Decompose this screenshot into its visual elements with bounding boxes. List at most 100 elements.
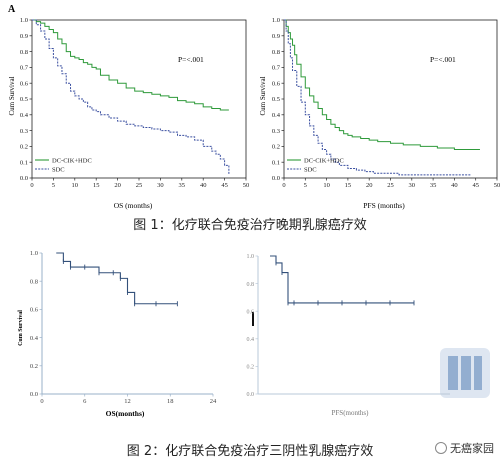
y-tick-label: 0.5	[20, 96, 28, 103]
tnbc-pfs-ylabel-mark	[252, 312, 254, 326]
x-tick-label: 20	[114, 182, 121, 189]
y-tick-label: 1.0	[20, 17, 28, 24]
tnbc-pfs-xlabel: PFS(months)	[332, 409, 370, 417]
x-tick-label: 10	[72, 182, 79, 189]
legend-label: DC-CIK+HDC	[52, 158, 92, 165]
y-tick-label: 0.1	[272, 159, 280, 166]
x-tick-label: 5	[304, 182, 307, 189]
legend-label: SDC	[304, 167, 317, 174]
figure-2-svg: Cum Survival OS(months) PFS(months) 0.00…	[18, 250, 490, 418]
pfs-ylabel: Cum Survival	[259, 76, 267, 115]
series-line-dc-cik-hdc	[32, 19, 229, 111]
figure-1-svg: A Cum Survival OS (months) P=<.001 Cum S…	[8, 4, 500, 210]
y-tick-label: 0.4	[272, 112, 281, 119]
y-tick-label: 0.5	[272, 96, 280, 103]
x-tick-label: 30	[409, 182, 416, 189]
series-line-km	[56, 252, 178, 305]
pfs-xlabel: PFS (months)	[363, 201, 405, 210]
x-tick-label: 45	[221, 182, 228, 189]
watermark-text: 无癌家园	[450, 442, 494, 455]
x-tick-label: 5	[52, 182, 55, 189]
x-tick-label: 15	[345, 182, 352, 189]
x-tick-label: 12	[124, 398, 131, 405]
x-tick-label: 30	[157, 182, 164, 189]
y-tick-label: 0.2	[272, 144, 280, 151]
y-tick-label: 1.0	[272, 17, 280, 24]
chart-4: 0.0 0.2 0.4 0.6 0.8 1.0	[247, 254, 450, 398]
tnbc-os-xlabel: OS(months)	[106, 409, 145, 418]
y-tick-label: 1.0	[30, 250, 38, 257]
y-tick-label: 0.8	[30, 278, 38, 285]
x-tick-label: 35	[179, 182, 186, 189]
x-tick-label: 20	[366, 182, 373, 189]
tnbc-os-ylabel: Cum Survival	[18, 310, 24, 346]
os-xlabel: OS (months)	[114, 201, 153, 210]
x-tick-label: 10	[323, 182, 330, 189]
y-tick-label: 0.6	[30, 307, 39, 314]
watermark-icon	[435, 442, 447, 454]
x-tick-label: 6	[83, 398, 87, 405]
chart-3: 0.0 0.2 0.4 0.6 0.8 1.0 0 6 12 18 24	[30, 250, 217, 405]
y-tick-label: 0.2	[20, 144, 28, 151]
x-tick-label: 24	[210, 398, 217, 405]
os-pvalue: P=<.001	[178, 55, 204, 64]
figure-2-caption: 图 2：化疗联合免疫治疗三阴性乳腺癌疗效	[126, 444, 374, 459]
x-tick-label: 15	[93, 182, 100, 189]
y-tick-label: 0.3	[20, 128, 28, 135]
y-tick-label: 0.7	[20, 65, 29, 72]
tnbc-pfs-chart: PFS(months)	[252, 312, 369, 417]
watermark: 无癌家园	[435, 440, 494, 456]
y-tick-label: 1.0	[247, 254, 255, 260]
series-line-sdc	[32, 19, 230, 175]
y-tick-label: 0.8	[20, 49, 28, 56]
y-tick-label: 0.1	[20, 159, 28, 166]
legend-label: SDC	[52, 167, 65, 174]
y-tick-label: 0.4	[30, 335, 39, 342]
x-tick-label: 50	[243, 182, 250, 189]
logo-mark	[440, 348, 490, 398]
y-tick-label: 0.2	[30, 363, 38, 370]
os-ylabel: Cum Survival	[8, 76, 16, 115]
y-tick-label: 0.0	[272, 175, 280, 182]
panel-label: A	[8, 4, 16, 15]
legend-label: DC-CIK+HDC	[304, 158, 344, 165]
figure-1: A Cum Survival OS (months) P=<.001 Cum S…	[0, 0, 500, 212]
y-tick-label: 0.6	[20, 80, 29, 87]
x-tick-label: 0	[30, 182, 33, 189]
series-line-sdc	[284, 19, 472, 176]
y-tick-label: 0.0	[247, 392, 255, 398]
x-tick-label: 25	[136, 182, 143, 189]
y-tick-label: 0.4	[20, 112, 29, 119]
x-tick-label: 35	[430, 182, 437, 189]
x-tick-label: 40	[200, 182, 207, 189]
x-tick-label: 0	[40, 398, 43, 405]
y-tick-label: 0.2	[247, 365, 255, 371]
y-tick-label: 0.7	[272, 65, 281, 72]
x-tick-label: 25	[387, 182, 394, 189]
chart-2: 0.0 0.1 0.2 0.3 0.4 0.5 0.6 0.7 0.8 0.9 1.0 0 5 10 15 2…	[272, 17, 500, 189]
y-tick-label: 0.4	[247, 337, 255, 343]
y-tick-label: 0.9	[20, 33, 28, 40]
x-tick-label: 0	[282, 182, 285, 189]
x-tick-label: 50	[494, 182, 500, 189]
os-chart: Cum Survival OS (months) P=<.001	[8, 55, 204, 210]
pfs-pvalue: P=<.001	[430, 55, 456, 64]
tnbc-os-chart: Cum Survival OS(months)	[18, 310, 145, 418]
series-line-km	[270, 255, 414, 304]
y-tick-label: 0.8	[272, 49, 280, 56]
figure-1-caption: 图 1：化疗联合免疫治疗晚期乳腺癌疗效	[133, 218, 367, 233]
pfs-chart: Cum Survival PFS (months) P=<.001	[259, 55, 456, 210]
x-tick-label: 18	[167, 398, 174, 405]
y-tick-label: 0.8	[247, 282, 255, 288]
figure-2: Cum Survival OS(months) PFS(months) 0.0 0…	[0, 228, 500, 438]
y-tick-label: 0.0	[20, 175, 28, 182]
y-tick-label: 0.6	[247, 309, 255, 315]
chart-1: 0.0 0.1 0.2 0.3 0.4 0.5 0.6 0.7 0.8 0.9 1.0 0 5 10 15 2…	[20, 17, 249, 189]
series-line-dc-cik-hdc	[284, 19, 480, 151]
y-tick-label: 0.3	[272, 128, 280, 135]
y-tick-label: 0.9	[272, 33, 280, 40]
y-tick-label: 0.6	[272, 80, 281, 87]
x-tick-label: 45	[472, 182, 479, 189]
plot-frame	[283, 19, 498, 179]
x-tick-label: 40	[451, 182, 458, 189]
